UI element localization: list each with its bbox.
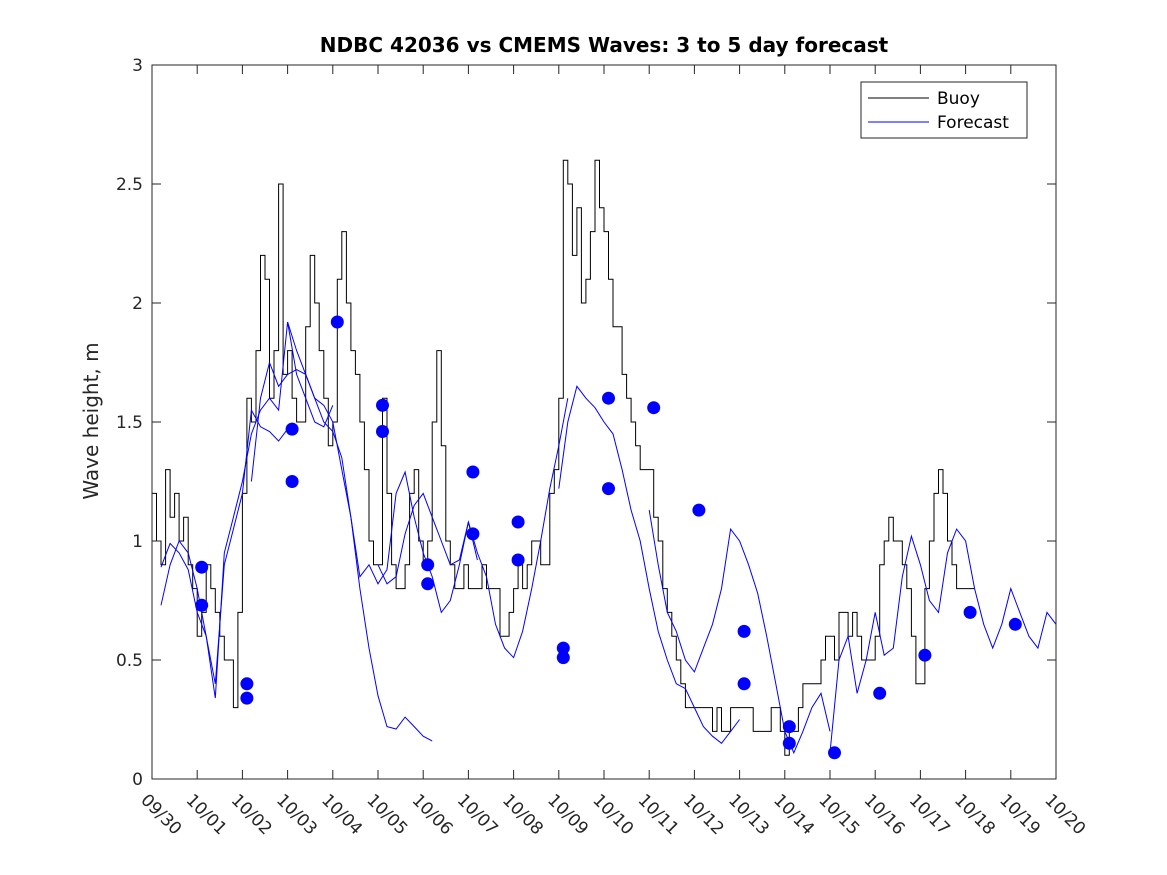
forecast-marker [692,503,706,517]
x-tick-label: 10/09 [543,790,592,839]
x-tick-label: 10/16 [860,790,909,839]
forecast-marker [782,736,796,750]
forecast-marker [602,391,615,405]
x-tick-label: 10/05 [362,790,411,839]
forecast-marker [511,515,525,529]
x-tick-label: 10/01 [182,790,231,839]
forecast-marker [556,641,570,655]
buoy-series-group [152,159,975,756]
forecast-marker [873,686,887,700]
x-tick-label: 10/12 [679,790,728,839]
forecast-marker [602,482,615,496]
forecast-marker [421,558,435,572]
legend-box [860,81,1028,139]
x-tick-label: 10/10 [588,790,637,839]
x-tick-label: 09/30 [136,790,185,839]
forecast-series-line-2 [160,321,334,699]
forecast-marker [1008,617,1022,631]
forecast-series-line-1 [160,408,288,684]
forecast-marker [240,677,254,691]
legend: Buoy Forecast [860,81,1028,139]
x-tick-label: 10/19 [995,790,1044,839]
x-tick-label: 10/06 [408,790,457,839]
x-tick-label: 10/13 [724,790,773,839]
x-tick-label: 10/14 [769,790,818,839]
forecast-marker [285,475,299,488]
forecast-marker [466,527,480,541]
y-tick-label: 2.5 [116,175,143,195]
forecast-series-line-7 [648,510,831,755]
chart-title: NDBC 42036 vs CMEMS Waves: 3 to 5 day fo… [320,33,889,57]
x-tick-label: 10/17 [905,790,954,839]
x-tick-label: 10/03 [272,790,321,839]
x-tick-label: 10/11 [634,790,683,839]
forecast-marker [330,315,344,329]
forecast-marker [963,605,977,619]
forecast-marker [737,624,751,638]
forecast-marker [466,465,480,479]
x-tick-label: 10/08 [498,790,547,839]
forecast-marker [240,691,254,705]
x-tick-label: 10/18 [950,790,999,839]
forecast-series-line-8 [829,528,1057,753]
x-tick-label: 10/07 [453,790,502,839]
forecast-marker [195,560,209,574]
forecast-series-line-4 [287,321,478,614]
forecast-markers-group [195,315,1022,760]
legend-buoy-label: Buoy [937,89,980,109]
forecast-marker [285,422,299,436]
y-tick-label: 1 [132,532,143,552]
forecast-marker [918,648,932,662]
forecast-marker [737,677,751,691]
x-tick-label: 10/02 [227,790,276,839]
y-tick-label: 3 [132,56,143,76]
forecast-marker [421,577,435,591]
legend-forecast-label: Forecast [937,113,1009,133]
x-tick-label: 10/20 [1040,790,1089,839]
buoy-series-line [152,159,975,756]
plot-area [151,64,1057,780]
y-axis-ticks: 0 0.5 1 1.5 2 2.5 3 [116,56,1056,790]
forecast-marker [647,401,661,415]
x-tick-label: 10/04 [317,790,366,839]
y-tick-label: 0 [132,770,143,790]
y-tick-label: 0.5 [116,651,143,671]
forecast-series-line-6 [558,385,740,745]
y-tick-label: 2 [132,294,143,314]
y-tick-label: 1.5 [116,413,143,433]
forecast-marker [828,746,841,760]
forecast-marker [782,720,796,734]
forecast-marker [376,398,389,412]
forecast-series-line-3 [250,360,433,742]
forecast-marker [376,425,389,438]
forecast-marker [556,651,570,665]
x-tick-label: 10/15 [814,790,863,839]
forecast-marker [511,553,525,567]
forecast-marker [195,598,209,612]
y-axis-label: Wave height, m [79,342,103,499]
